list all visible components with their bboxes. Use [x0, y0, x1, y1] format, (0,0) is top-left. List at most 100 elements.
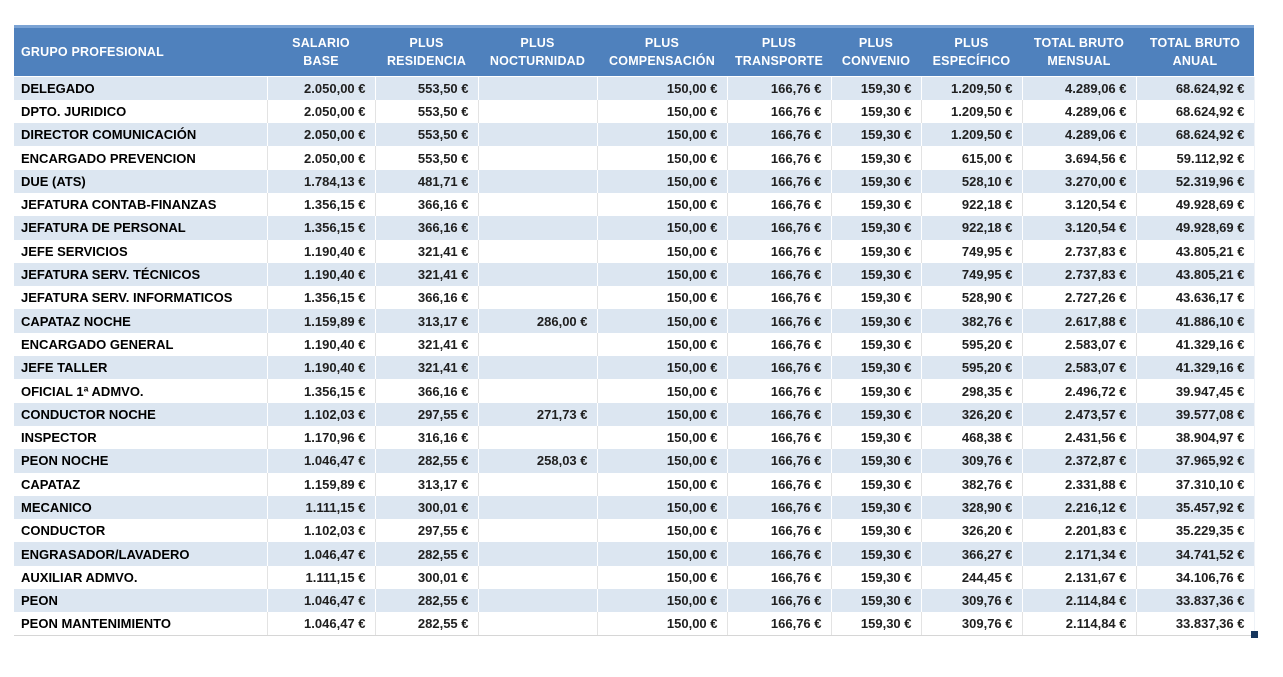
- table-cell[interactable]: 159,30 €: [831, 542, 922, 566]
- table-cell[interactable]: 2.050,00 €: [267, 76, 376, 100]
- table-cell[interactable]: 159,30 €: [831, 519, 922, 543]
- table-cell[interactable]: 4.289,06 €: [1022, 99, 1137, 124]
- table-cell[interactable]: 300,01 €: [375, 495, 479, 520]
- table-cell[interactable]: 166,76 €: [727, 146, 832, 170]
- table-cell[interactable]: 313,17 €: [375, 309, 479, 333]
- row-label[interactable]: PEON: [14, 589, 268, 613]
- table-cell[interactable]: 749,95 €: [921, 239, 1023, 263]
- table-cell[interactable]: 159,30 €: [831, 216, 922, 240]
- table-cell[interactable]: 166,76 €: [727, 425, 832, 450]
- table-cell[interactable]: [478, 425, 598, 450]
- table-cell[interactable]: 2.114,84 €: [1022, 612, 1137, 637]
- table-cell[interactable]: 2.737,83 €: [1022, 239, 1137, 263]
- table-cell[interactable]: 309,76 €: [921, 449, 1023, 473]
- column-header-plus-compensacion[interactable]: PLUS COMPENSACIÓN: [597, 25, 727, 77]
- selection-fill-handle[interactable]: [1251, 631, 1258, 638]
- table-cell[interactable]: 2.114,84 €: [1022, 589, 1137, 613]
- table-cell[interactable]: 34.106,76 €: [1136, 565, 1255, 590]
- table-cell[interactable]: 2.583,07 €: [1022, 356, 1137, 380]
- table-cell[interactable]: 159,30 €: [831, 76, 922, 100]
- table-cell[interactable]: 150,00 €: [597, 589, 728, 613]
- row-label[interactable]: ENGRASADOR/LAVADERO: [14, 542, 268, 566]
- table-cell[interactable]: 282,55 €: [375, 589, 479, 613]
- row-label[interactable]: JEFE SERVICIOS: [14, 239, 268, 263]
- table-cell[interactable]: 166,76 €: [727, 123, 832, 147]
- table-cell[interactable]: 159,30 €: [831, 612, 922, 637]
- table-cell[interactable]: 922,18 €: [921, 192, 1023, 217]
- table-cell[interactable]: 150,00 €: [597, 262, 728, 287]
- table-cell[interactable]: 300,01 €: [375, 565, 479, 590]
- table-cell[interactable]: 366,16 €: [375, 216, 479, 240]
- table-cell[interactable]: 1.190,40 €: [267, 356, 376, 380]
- table-cell[interactable]: 2.331,88 €: [1022, 472, 1137, 496]
- table-cell[interactable]: 1.209,50 €: [921, 99, 1023, 124]
- table-cell[interactable]: 313,17 €: [375, 472, 479, 496]
- table-cell[interactable]: 366,16 €: [375, 379, 479, 403]
- table-cell[interactable]: [478, 286, 598, 310]
- table-cell[interactable]: 68.624,92 €: [1136, 123, 1255, 147]
- table-cell[interactable]: 41.329,16 €: [1136, 332, 1255, 357]
- table-cell[interactable]: 150,00 €: [597, 425, 728, 450]
- table-cell[interactable]: 1.784,13 €: [267, 169, 376, 193]
- table-cell[interactable]: 166,76 €: [727, 332, 832, 357]
- table-cell[interactable]: 2.617,88 €: [1022, 309, 1137, 333]
- table-cell[interactable]: 37.310,10 €: [1136, 472, 1255, 496]
- column-header-plus-especifico[interactable]: PLUS ESPECÍFICO: [921, 25, 1022, 77]
- table-cell[interactable]: 49.928,69 €: [1136, 216, 1255, 240]
- table-cell[interactable]: 1.111,15 €: [267, 495, 376, 520]
- table-cell[interactable]: 166,76 €: [727, 356, 832, 380]
- table-cell[interactable]: 258,03 €: [478, 449, 598, 473]
- table-cell[interactable]: 150,00 €: [597, 472, 728, 496]
- table-cell[interactable]: 553,50 €: [375, 99, 479, 124]
- table-cell[interactable]: [478, 542, 598, 566]
- table-cell[interactable]: 35.229,35 €: [1136, 519, 1255, 543]
- table-cell[interactable]: 49.928,69 €: [1136, 192, 1255, 217]
- table-cell[interactable]: 2.050,00 €: [267, 99, 376, 124]
- table-cell[interactable]: 159,30 €: [831, 402, 922, 426]
- table-cell[interactable]: 2.050,00 €: [267, 123, 376, 147]
- table-cell[interactable]: 33.837,36 €: [1136, 589, 1255, 613]
- column-header-plus-nocturnidad[interactable]: PLUS NOCTURNIDAD: [478, 25, 597, 77]
- row-label[interactable]: JEFATURA DE PERSONAL: [14, 216, 268, 240]
- table-cell[interactable]: 286,00 €: [478, 309, 598, 333]
- table-cell[interactable]: 150,00 €: [597, 332, 728, 357]
- table-cell[interactable]: 159,30 €: [831, 309, 922, 333]
- table-cell[interactable]: 41.329,16 €: [1136, 356, 1255, 380]
- table-cell[interactable]: 2.473,57 €: [1022, 402, 1137, 426]
- table-cell[interactable]: 166,76 €: [727, 309, 832, 333]
- table-cell[interactable]: 150,00 €: [597, 402, 728, 426]
- table-cell[interactable]: 150,00 €: [597, 123, 728, 147]
- table-cell[interactable]: 297,55 €: [375, 519, 479, 543]
- table-cell[interactable]: 382,76 €: [921, 472, 1023, 496]
- table-cell[interactable]: [478, 356, 598, 380]
- table-cell[interactable]: 52.319,96 €: [1136, 169, 1255, 193]
- table-cell[interactable]: [478, 589, 598, 613]
- row-label[interactable]: JEFATURA CONTAB-FINANZAS: [14, 192, 268, 217]
- table-cell[interactable]: 2.216,12 €: [1022, 495, 1137, 520]
- table-cell[interactable]: [478, 472, 598, 496]
- row-label[interactable]: DUE (ATS): [14, 169, 268, 193]
- row-label[interactable]: CONDUCTOR: [14, 519, 268, 543]
- table-cell[interactable]: 166,76 €: [727, 402, 832, 426]
- table-cell[interactable]: 39.947,45 €: [1136, 379, 1255, 403]
- table-cell[interactable]: [478, 612, 598, 637]
- table-cell[interactable]: 150,00 €: [597, 146, 728, 170]
- table-cell[interactable]: 159,30 €: [831, 169, 922, 193]
- table-cell[interactable]: 166,76 €: [727, 449, 832, 473]
- table-cell[interactable]: 166,76 €: [727, 472, 832, 496]
- table-cell[interactable]: 1.159,89 €: [267, 309, 376, 333]
- table-cell[interactable]: 1.046,47 €: [267, 449, 376, 473]
- table-cell[interactable]: 150,00 €: [597, 286, 728, 310]
- table-cell[interactable]: [478, 123, 598, 147]
- table-cell[interactable]: 298,35 €: [921, 379, 1023, 403]
- table-cell[interactable]: 2.737,83 €: [1022, 262, 1137, 287]
- table-cell[interactable]: [478, 239, 598, 263]
- table-cell[interactable]: 282,55 €: [375, 612, 479, 637]
- table-cell[interactable]: 150,00 €: [597, 169, 728, 193]
- table-cell[interactable]: 150,00 €: [597, 239, 728, 263]
- table-cell[interactable]: 159,30 €: [831, 356, 922, 380]
- table-cell[interactable]: 159,30 €: [831, 286, 922, 310]
- table-cell[interactable]: 150,00 €: [597, 76, 728, 100]
- table-cell[interactable]: 3.270,00 €: [1022, 169, 1137, 193]
- column-header-salario-base[interactable]: SALARIO BASE: [267, 25, 375, 77]
